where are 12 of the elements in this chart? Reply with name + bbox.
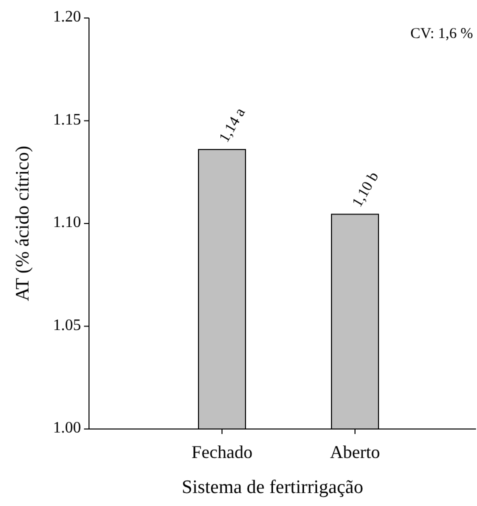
x-tick-label: Aberto	[330, 442, 380, 462]
data-label: 1,10 b	[350, 169, 382, 210]
y-tick-label: 1.20	[53, 8, 81, 26]
y-axis-title: AT (% ácido cítrico)	[12, 146, 34, 302]
y-tick-label: 1.00	[53, 420, 81, 437]
annotation: CV: 1,6 %	[410, 26, 473, 42]
y-tick-label: 1.15	[53, 111, 81, 128]
x-axis-title: Sistema de fertirrigação	[182, 477, 364, 498]
y-tick-label: 1.10	[53, 214, 81, 232]
y-tick-label: 1.05	[53, 316, 81, 334]
x-tick-label: Fechado	[192, 442, 252, 462]
data-label: 1,14 a	[216, 105, 249, 146]
